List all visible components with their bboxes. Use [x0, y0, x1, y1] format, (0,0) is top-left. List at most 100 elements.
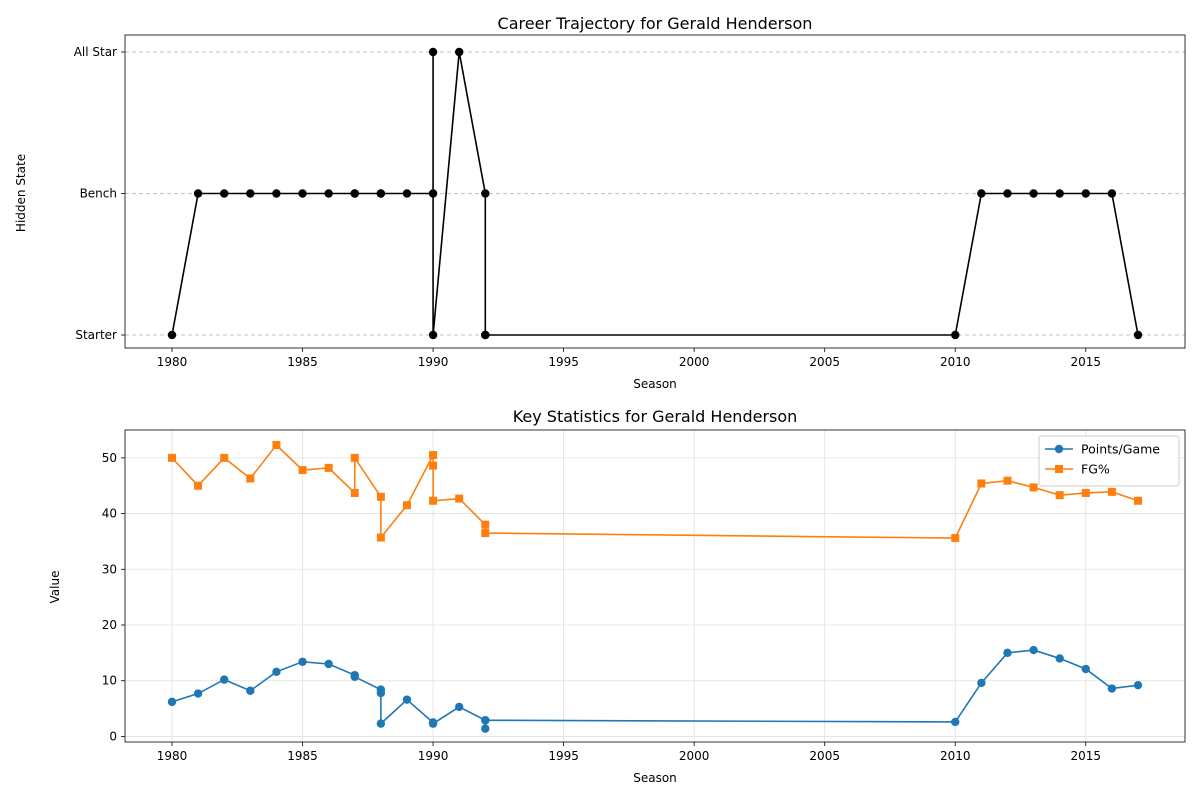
legend-items: Points/Game FG%	[1045, 442, 1160, 477]
fg-pct-point	[167, 453, 176, 462]
trajectory-point	[1133, 330, 1143, 340]
trajectory-point	[350, 189, 359, 198]
fg-pct-point	[1134, 496, 1143, 505]
fg-pct-point	[429, 451, 438, 460]
trajectory-x-ticks: 1980 1985 1990 1995 2000 2005 2010 2015	[157, 348, 1101, 369]
statistics-grid	[125, 430, 1185, 742]
trajectory-point	[428, 330, 438, 340]
trajectory-y-tick-label: Bench	[80, 187, 117, 201]
statistics-x-tick-label: 2005	[809, 749, 840, 763]
legend-fg-pct-marker	[1055, 465, 1063, 473]
fg-pct-point	[350, 488, 359, 497]
fg-pct-point	[194, 481, 203, 490]
trajectory-x-tick-label: 1990	[418, 355, 449, 369]
statistics-x-tick-label: 1985	[287, 749, 318, 763]
points-per-game-point	[298, 657, 307, 666]
points-per-game-point	[1003, 648, 1012, 658]
fg-pct-point	[376, 533, 385, 542]
legend-points-per-game-marker	[1054, 444, 1064, 454]
statistics-y-tick-label: 20	[102, 618, 117, 632]
trajectory-point	[428, 189, 438, 198]
statistics-x-tick-label: 1995	[548, 749, 579, 763]
points-per-game-point	[428, 719, 438, 728]
points-per-game-point	[1081, 664, 1090, 674]
trajectory-x-tick-label: 2015	[1071, 355, 1102, 369]
fg-pct-point	[455, 494, 464, 503]
points-per-game-point	[1107, 684, 1117, 693]
trajectory-y-tick-label: All Star	[74, 45, 117, 59]
fg-pct-point	[1055, 491, 1064, 500]
statistics-x-tick-label: 1990	[418, 749, 449, 763]
trajectory-point	[402, 189, 412, 198]
points-per-game-point	[220, 675, 229, 684]
statistics-x-tick-label: 1980	[157, 749, 188, 763]
trajectory-point	[454, 47, 464, 57]
trajectory-point	[481, 330, 490, 340]
fg-pct-point	[220, 453, 229, 462]
points-per-game-point	[951, 717, 960, 727]
statistics-y-ticks: 0 10 20 30 40 50	[102, 451, 125, 743]
trajectory-point	[1029, 189, 1038, 198]
legend-box	[1038, 435, 1180, 487]
fg-pct-point	[298, 466, 307, 475]
points-per-game-point	[402, 695, 412, 704]
trajectory-y-ticks: Starter Bench All Star	[74, 45, 125, 342]
trajectory-point	[272, 189, 281, 198]
fg-pct-point	[429, 496, 438, 505]
fg-pct-point	[951, 534, 960, 543]
fg-pct-point	[402, 501, 411, 510]
trajectory-point	[193, 189, 203, 198]
fg-pct-point	[376, 492, 385, 501]
statistics-x-tick-label: 2010	[940, 749, 971, 763]
statistics-y-tick-label: 40	[102, 507, 117, 521]
trajectory-point	[1107, 189, 1117, 198]
statistics-y-tick-label: 0	[109, 729, 117, 743]
trajectory-point	[481, 189, 490, 198]
points-per-game-point	[376, 688, 386, 698]
trajectory-x-tick-label: 1980	[157, 355, 188, 369]
points-per-game-point	[1133, 680, 1143, 690]
fg-pct-point	[246, 474, 255, 483]
fg-pct-point	[1107, 487, 1116, 496]
trajectory-x-tick-label: 1985	[287, 355, 318, 369]
points-per-game-point	[193, 689, 203, 698]
fg-pct-line	[171, 443, 1139, 540]
points-per-game-point	[1055, 654, 1064, 663]
fg-pct-point	[324, 463, 333, 472]
statistics-x-tick-label: 2015	[1071, 749, 1102, 763]
statistics-title: Key Statistics for Gerald Henderson	[513, 407, 798, 426]
statistics-x-tick-label: 2000	[679, 749, 710, 763]
trajectory-y-axis-label: Hidden State	[14, 154, 28, 232]
statistics-chart: 1980 1985 1990 1995 2000 2005 2010 2015 0 10 20 30…	[48, 407, 1186, 785]
fg-pct-point	[1081, 488, 1090, 497]
trajectory-x-tick-label: 2000	[679, 355, 710, 369]
points-per-game-point	[167, 697, 177, 707]
trajectory-x-axis-label: Season	[633, 377, 677, 391]
points-per-game-point	[376, 719, 386, 728]
points-per-game-point	[1029, 645, 1038, 655]
statistics-x-axis-label: Season	[633, 771, 677, 785]
statistics-y-tick-label: 30	[102, 562, 117, 576]
trajectory-point	[1055, 189, 1064, 198]
trajectory-chart: 1980 1985 1990 1995 2000 2005 2010 2015 Starter…	[14, 14, 1186, 391]
trajectory-point	[428, 47, 438, 57]
legend-points-per-game-label: Points/Game	[1081, 442, 1160, 457]
statistics-legend: Points/Game FG%	[1038, 435, 1180, 487]
trajectory-point	[1003, 189, 1012, 198]
trajectory-point	[298, 189, 307, 198]
trajectory-point	[167, 330, 177, 340]
fg-pct-point	[481, 520, 490, 529]
fg-pct-point	[272, 441, 281, 450]
points-per-game-point	[272, 667, 281, 676]
statistics-plot-frame	[124, 429, 1186, 743]
points-per-game-point	[324, 659, 333, 669]
trajectory-point	[1081, 189, 1090, 198]
trajectory-y-tick-label: Starter	[75, 328, 117, 342]
trajectory-point	[977, 189, 986, 198]
trajectory-x-tick-label: 1995	[548, 355, 579, 369]
statistics-y-tick-label: 10	[102, 674, 117, 688]
statistics-y-axis-label: Value	[48, 571, 62, 604]
trajectory-plot-frame	[124, 34, 1186, 349]
points-per-game-point	[246, 686, 255, 695]
